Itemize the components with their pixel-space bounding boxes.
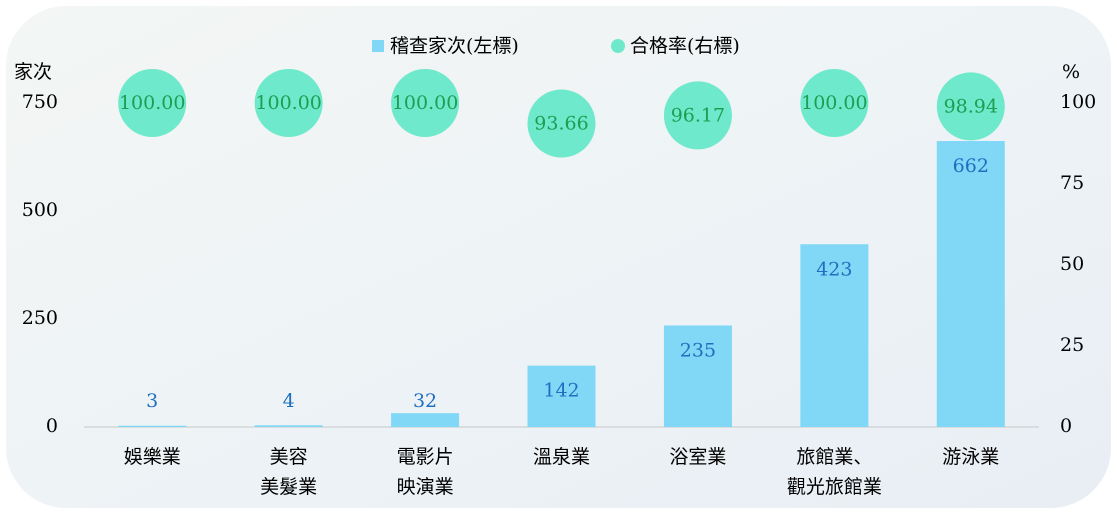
bar-value-label: 662 bbox=[953, 155, 989, 177]
bar-value-label: 32 bbox=[413, 390, 437, 412]
rate-marker bbox=[663, 81, 732, 150]
x-tick-label: 美容美髮業 bbox=[260, 446, 317, 498]
rate-marker bbox=[527, 89, 596, 158]
y-tick-label: 500 bbox=[22, 199, 58, 221]
bar-value-label: 142 bbox=[543, 380, 579, 402]
legend-label: 合格率(右標) bbox=[630, 35, 740, 57]
rate-marker bbox=[391, 69, 460, 137]
rate-value-label: 98.94 bbox=[944, 95, 998, 117]
y2-tick-label: 0 bbox=[1060, 415, 1072, 437]
rate-value-label: 96.17 bbox=[671, 104, 725, 126]
y-tick-label: 250 bbox=[22, 307, 58, 329]
legend-label: 稽查家次(左標) bbox=[390, 35, 519, 57]
rate-value-label: 93.66 bbox=[534, 113, 588, 135]
rate-value-label: 100.00 bbox=[392, 92, 458, 114]
x-tick-label: 電影片映演業 bbox=[397, 446, 454, 498]
bar-value-label: 235 bbox=[680, 339, 716, 361]
rate-value-label: 100.00 bbox=[255, 92, 321, 114]
x-tick-label: 游泳業 bbox=[942, 446, 999, 468]
x-tick-label: 溫泉業 bbox=[533, 446, 590, 468]
x-tick-label: 娛樂業 bbox=[124, 446, 181, 468]
bar bbox=[118, 425, 187, 427]
y2-tick-label: 100 bbox=[1060, 91, 1096, 113]
rate-marker bbox=[936, 72, 1005, 141]
x-tick-label: 旅館業、觀光旅館業 bbox=[787, 446, 882, 498]
y2-tick-label: 75 bbox=[1060, 172, 1084, 194]
x-tick-label: 浴室業 bbox=[669, 446, 726, 468]
bar-value-label: 3 bbox=[146, 390, 158, 412]
bar bbox=[391, 413, 460, 427]
y2-tick-label: 25 bbox=[1060, 334, 1084, 356]
bar-value-label: 4 bbox=[283, 390, 295, 412]
rate-marker bbox=[800, 69, 869, 137]
rate-marker bbox=[118, 69, 187, 137]
y2-tick-label: 50 bbox=[1060, 253, 1084, 275]
y-tick-label: 750 bbox=[22, 91, 58, 113]
rate-marker bbox=[254, 69, 323, 137]
y2-axis-label: % bbox=[1062, 61, 1080, 83]
bar bbox=[527, 365, 596, 427]
bar bbox=[936, 141, 1005, 428]
bar bbox=[663, 325, 732, 427]
rate-value-label: 100.00 bbox=[801, 92, 867, 114]
rate-value-label: 100.00 bbox=[119, 92, 185, 114]
bar-value-label: 423 bbox=[816, 258, 852, 280]
y-tick-label: 0 bbox=[46, 415, 58, 437]
legend-swatch bbox=[372, 40, 384, 52]
y-axis-label: 家次 bbox=[14, 61, 52, 83]
bar bbox=[254, 425, 323, 427]
legend-swatch bbox=[611, 39, 625, 53]
bar bbox=[800, 244, 869, 427]
